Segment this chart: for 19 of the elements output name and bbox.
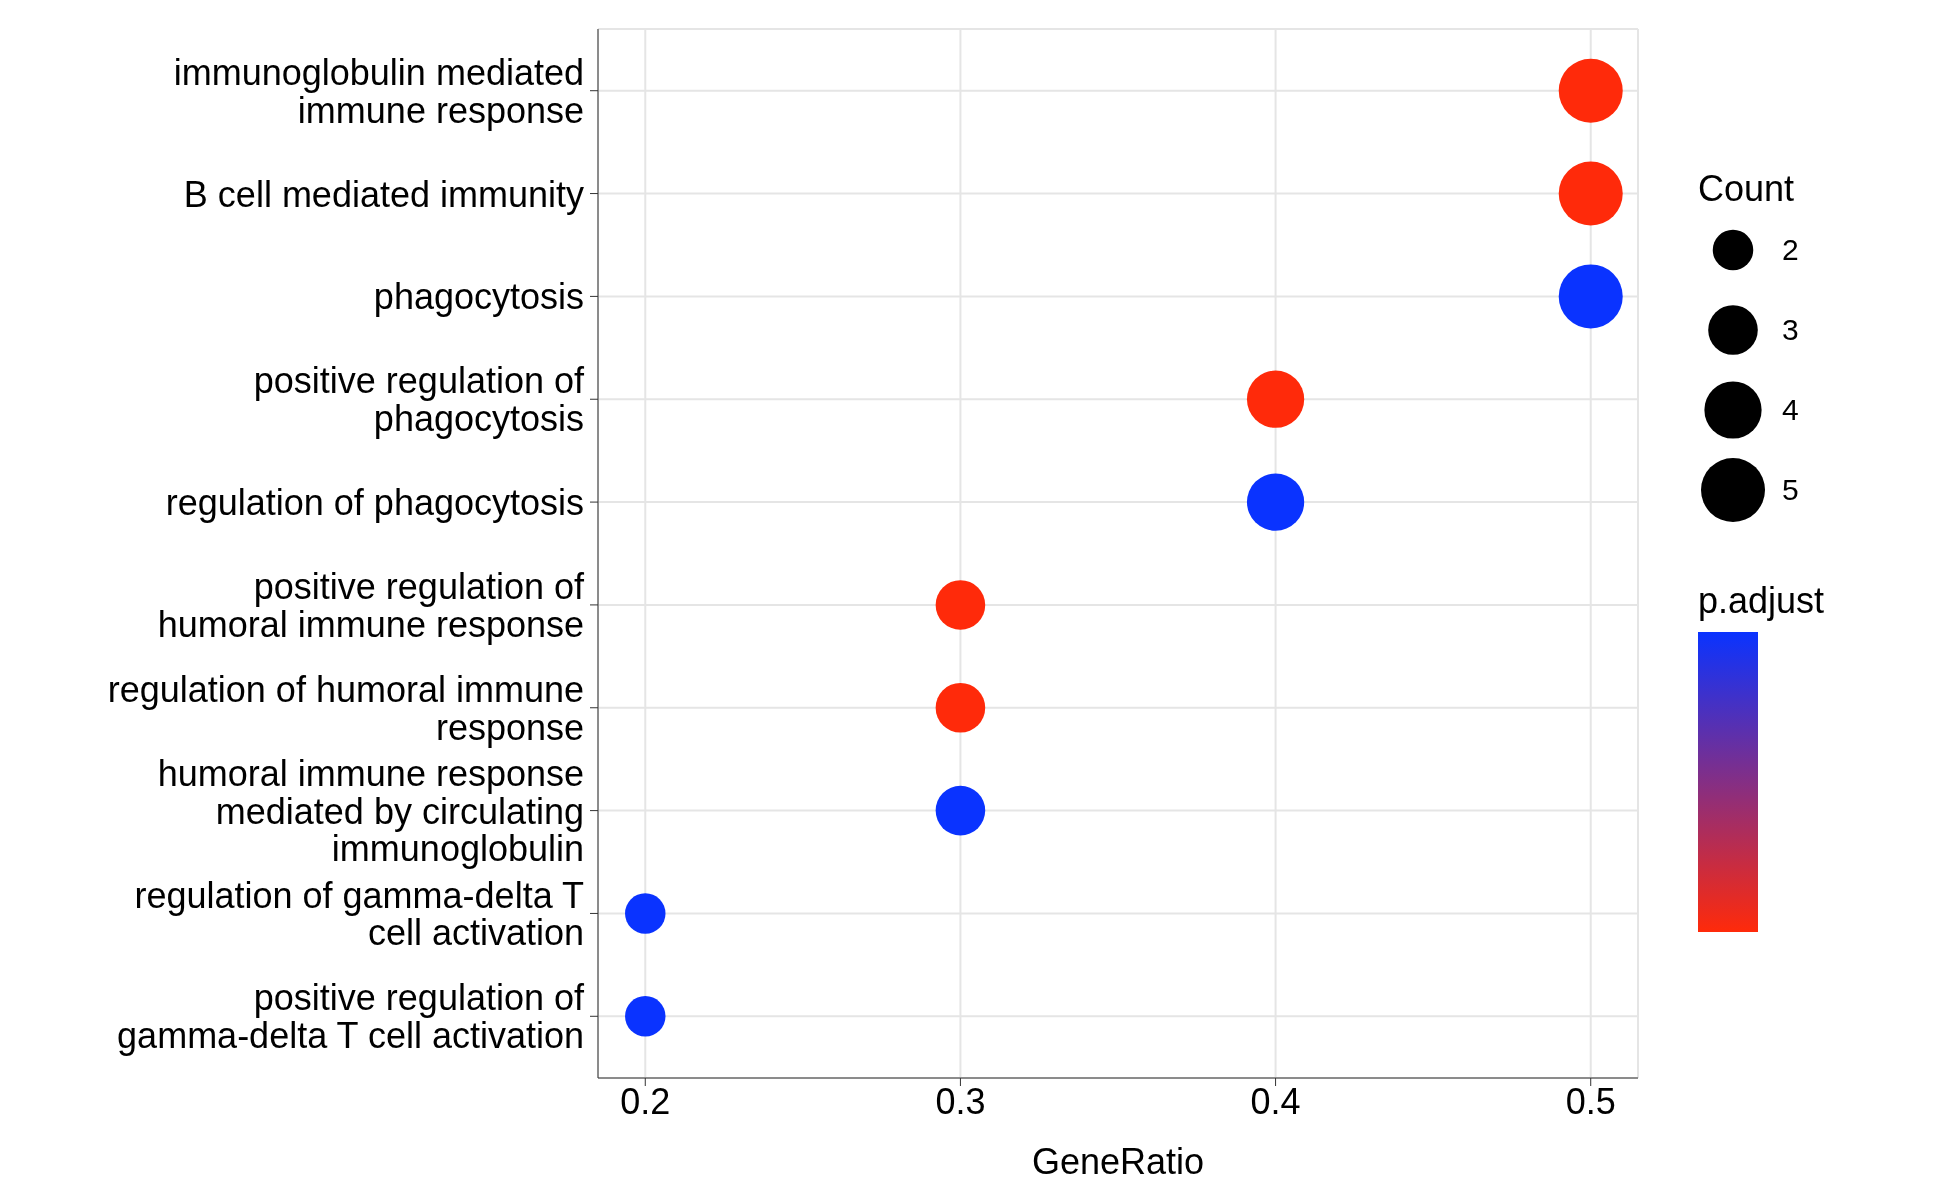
y-tick-label: phagocytosis: [373, 275, 584, 317]
y-tick-label: positive regulation of gamma-delta T cell activation: [117, 976, 585, 1056]
y-tick-label: positive regulation of phagocytosis: [253, 359, 585, 439]
x-axis-title: GeneRatio: [1031, 1141, 1205, 1182]
x-tick-label: 0.5: [1565, 1080, 1616, 1122]
x-tick-label: 0.3: [935, 1080, 986, 1122]
y-tick-label: regulation of phagocytosis: [165, 481, 584, 523]
legend-title: Count: [1698, 168, 1796, 210]
y-tick-label: immunoglobulin mediated immune response: [173, 51, 584, 131]
legend-label: 5: [1782, 473, 1799, 507]
y-tick-label: B cell mediated immunity: [183, 173, 584, 215]
legend-label: 2: [1782, 233, 1799, 267]
y-tick-label: positive regulation of humoral immune response: [157, 565, 585, 645]
x-tick-label: 0.2: [620, 1080, 671, 1122]
legend-label: 3: [1782, 313, 1799, 347]
x-tick-label: 0.4: [1250, 1080, 1301, 1122]
y-tick-label: regulation of gamma-delta T cell activation: [134, 874, 585, 953]
legend-label: 4: [1782, 393, 1799, 427]
color-bar-title: p.adjust: [1698, 580, 1826, 622]
